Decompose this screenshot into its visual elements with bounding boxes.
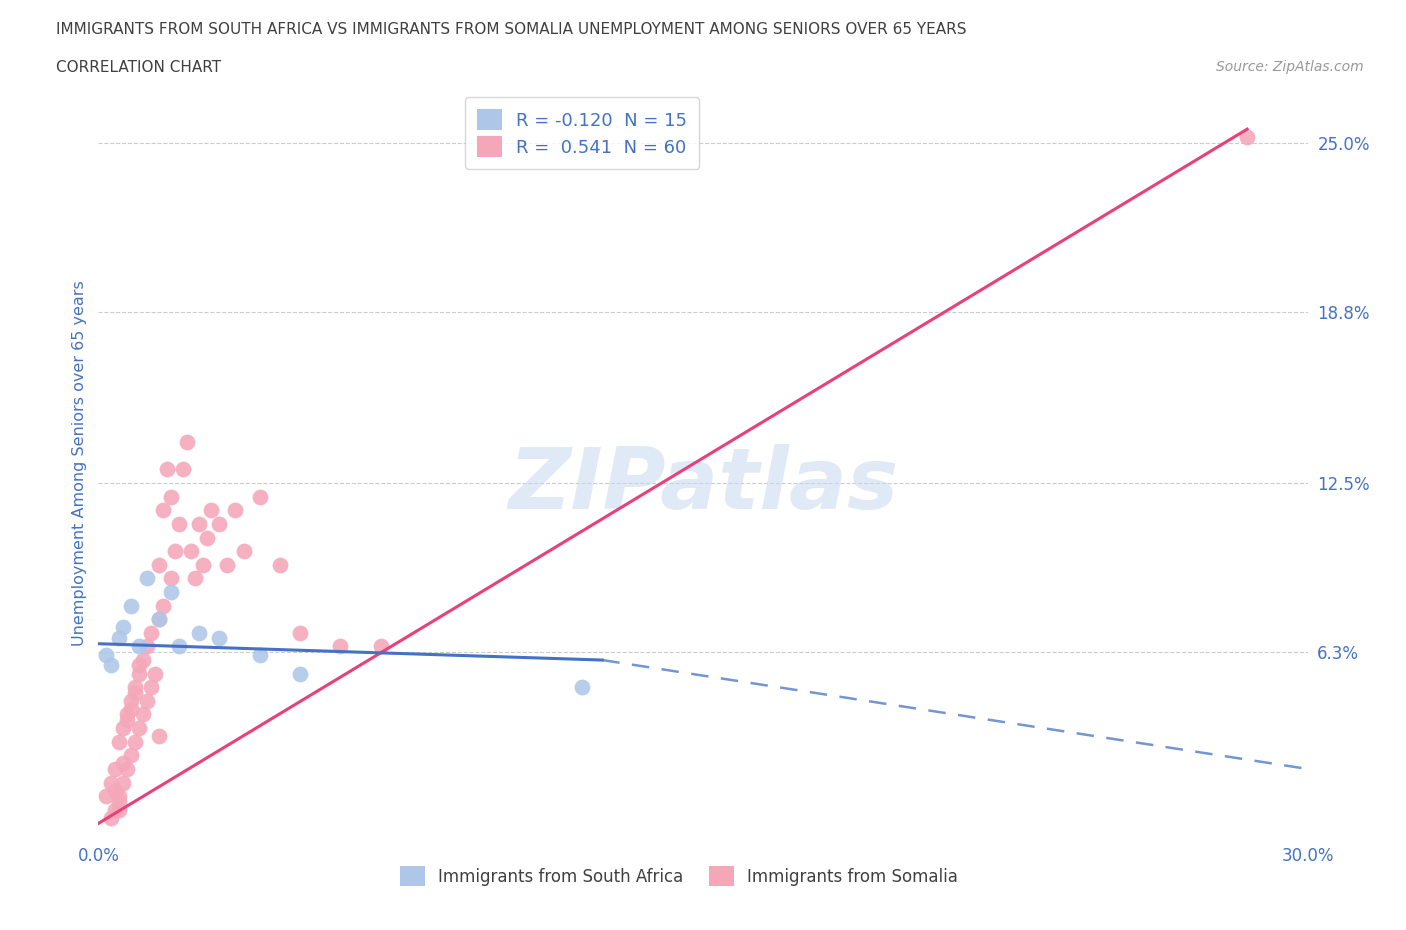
Point	[370, 639, 392, 654]
Point	[1236, 130, 1258, 145]
Point	[167, 516, 190, 531]
Point	[249, 489, 271, 504]
Point	[96, 789, 118, 804]
Point	[143, 666, 166, 681]
Point	[100, 811, 122, 826]
Point	[128, 666, 150, 681]
Point	[249, 647, 271, 662]
Point	[288, 666, 311, 681]
Point	[288, 625, 311, 640]
Point	[103, 803, 125, 817]
Point	[107, 631, 129, 645]
Y-axis label: Unemployment Among Seniors over 65 years: Unemployment Among Seniors over 65 years	[72, 280, 87, 645]
Point	[107, 794, 129, 809]
Text: CORRELATION CHART: CORRELATION CHART	[56, 60, 221, 75]
Point	[163, 544, 186, 559]
Point	[208, 631, 231, 645]
Point	[107, 789, 129, 804]
Point	[103, 783, 125, 798]
Legend: Immigrants from South Africa, Immigrants from Somalia: Immigrants from South Africa, Immigrants…	[394, 859, 965, 892]
Point	[96, 647, 118, 662]
Point	[200, 503, 222, 518]
Point	[115, 712, 138, 727]
Point	[148, 612, 170, 627]
Point	[148, 729, 170, 744]
Point	[139, 625, 162, 640]
Point	[180, 544, 202, 559]
Point	[100, 775, 122, 790]
Point	[195, 530, 218, 545]
Point	[111, 756, 134, 771]
Point	[135, 571, 157, 586]
Point	[152, 598, 174, 613]
Point	[184, 571, 207, 586]
Point	[135, 639, 157, 654]
Point	[160, 571, 183, 586]
Point	[269, 557, 291, 572]
Point	[167, 639, 190, 654]
Point	[111, 721, 134, 736]
Text: Source: ZipAtlas.com: Source: ZipAtlas.com	[1216, 60, 1364, 74]
Point	[571, 680, 593, 695]
Point	[217, 557, 239, 572]
Point	[135, 694, 157, 709]
Point	[160, 585, 183, 600]
Point	[107, 803, 129, 817]
Point	[120, 598, 142, 613]
Point	[128, 639, 150, 654]
Point	[224, 503, 246, 518]
Point	[188, 625, 211, 640]
Point	[188, 516, 211, 531]
Point	[152, 503, 174, 518]
Point	[160, 489, 183, 504]
Point	[329, 639, 352, 654]
Point	[172, 462, 194, 477]
Point	[232, 544, 254, 559]
Point	[139, 680, 162, 695]
Point	[148, 612, 170, 627]
Point	[107, 735, 129, 750]
Text: ZIPatlas: ZIPatlas	[508, 444, 898, 526]
Point	[120, 694, 142, 709]
Point	[124, 680, 146, 695]
Point	[120, 701, 142, 716]
Point	[120, 748, 142, 763]
Text: IMMIGRANTS FROM SOUTH AFRICA VS IMMIGRANTS FROM SOMALIA UNEMPLOYMENT AMONG SENIO: IMMIGRANTS FROM SOUTH AFRICA VS IMMIGRAN…	[56, 22, 967, 37]
Point	[128, 721, 150, 736]
Point	[132, 707, 155, 722]
Point	[111, 620, 134, 635]
Point	[128, 658, 150, 673]
Point	[100, 658, 122, 673]
Point	[124, 685, 146, 700]
Point	[111, 775, 134, 790]
Point	[148, 557, 170, 572]
Point	[103, 762, 125, 777]
Point	[156, 462, 179, 477]
Point	[124, 735, 146, 750]
Point	[115, 762, 138, 777]
Point	[176, 435, 198, 450]
Point	[132, 653, 155, 668]
Point	[193, 557, 215, 572]
Point	[115, 707, 138, 722]
Point	[208, 516, 231, 531]
